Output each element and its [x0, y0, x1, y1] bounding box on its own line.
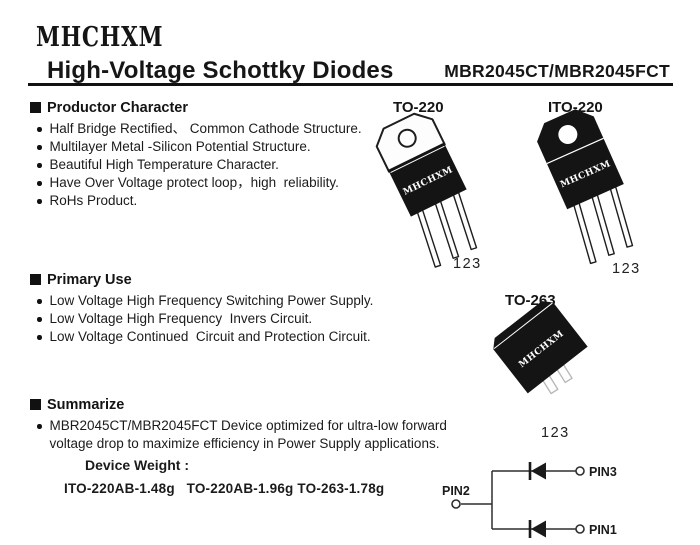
bullet-item: Have Over Voltage protect loop，high reli…: [30, 174, 460, 192]
bullet-item: RoHs Product.: [30, 192, 460, 210]
to263-body: [493, 302, 588, 394]
bullet-text: MBR2045CT/MBR2045FCT Device optimized fo…: [49, 418, 447, 433]
ito220-leads: [572, 183, 634, 265]
section-heading-label: Summarize: [47, 397, 125, 413]
section-heading: Productor Character: [30, 100, 460, 116]
bullet-icon: [37, 299, 42, 304]
bullet-text: Have Over Voltage protect loop，high reli…: [49, 175, 339, 190]
to263-package-image: MHCHXM: [493, 301, 588, 395]
section-heading: Primary Use: [30, 272, 460, 288]
to220-mounting-hole: [397, 128, 417, 148]
bullet-icon: [37, 163, 42, 168]
diode-symbol-bottom: [528, 520, 546, 538]
bullet-text: Multilayer Metal -Silicon Potential Stru…: [49, 139, 311, 154]
part-number: MBR2045CT/MBR2045FCT: [444, 61, 670, 81]
diode-symbol-top: [528, 462, 546, 480]
to220-body: [388, 142, 467, 217]
section-heading-label: Primary Use: [47, 272, 132, 288]
bullet-text: Beautiful High Temperature Character.: [49, 157, 279, 172]
bullet-icon: [37, 317, 42, 322]
pin1-terminal: [575, 524, 585, 534]
bullet-item: Low Voltage Continued Circuit and Protec…: [30, 328, 460, 346]
bullet-icon: [37, 145, 42, 150]
bullet-item: MBR2045CT/MBR2045FCT Device optimized fo…: [30, 417, 460, 435]
package-label-ito220: ITO-220: [548, 99, 603, 116]
section-marker-icon: [30, 274, 41, 285]
ito220-package-image: MHCHXM: [537, 109, 634, 265]
bullet-icon: [37, 424, 42, 429]
section-marker-icon: [30, 399, 41, 410]
bullet-text: Low Voltage Continued Circuit and Protec…: [49, 329, 371, 344]
ito220-pin-numbers: 123: [612, 261, 641, 277]
bullet-item-continued: voltage drop to maximize efficiency in P…: [30, 435, 460, 453]
pin3-label: PIN3: [589, 465, 617, 479]
bullet-text: voltage drop to maximize efficiency in P…: [49, 436, 440, 451]
pin1-label: PIN1: [589, 523, 617, 537]
section-summarize: Summarize MBR2045CT/MBR2045FCT Device op…: [30, 397, 460, 497]
device-weight-label: Device Weight :: [85, 457, 189, 473]
bullet-item: Low Voltage High Frequency Invers Circui…: [30, 310, 460, 328]
bullet-text: Low Voltage High Frequency Switching Pow…: [49, 293, 374, 308]
pin3-terminal: [575, 466, 585, 476]
section-productor-character: Productor Character Half Bridge Rectifie…: [30, 100, 460, 210]
bullet-icon: [37, 127, 42, 132]
bullet-item: Low Voltage High Frequency Switching Pow…: [30, 292, 460, 310]
section-primary-use: Primary Use Low Voltage High Frequency S…: [30, 272, 460, 346]
section-heading-label: Productor Character: [47, 100, 189, 116]
bullet-item: Multilayer Metal -Silicon Potential Stru…: [30, 138, 460, 156]
bullet-text: Half Bridge Rectified、 Common Cathode St…: [49, 121, 362, 136]
bullet-icon: [37, 199, 42, 204]
ito220-mounting-hole: [558, 124, 578, 144]
ito220-body: [537, 109, 624, 210]
bullet-item: Half Bridge Rectified、 Common Cathode St…: [30, 120, 460, 138]
to220-pin-numbers: 123: [453, 256, 482, 272]
brand-logo: MHCHXM: [36, 22, 164, 53]
bullet-icon: [37, 335, 42, 340]
bullet-item: Beautiful High Temperature Character.: [30, 156, 460, 174]
device-weight-values: ITO-220AB-1.48g TO-220AB-1.96g TO-263-1.…: [64, 481, 385, 496]
bullet-text: RoHs Product.: [49, 193, 138, 208]
pin2-label: PIN2: [442, 484, 470, 498]
page-title: High-Voltage Schottky Diodes: [47, 57, 394, 84]
section-heading: Summarize: [30, 397, 460, 413]
section-marker-icon: [30, 102, 41, 113]
to220-leads: [415, 189, 478, 268]
pin2-terminal: [451, 499, 461, 509]
to220-package-image: MHCHXM: [375, 112, 478, 268]
schematic-diagram: PIN3 PIN1 PIN2: [442, 462, 617, 538]
to263-pin-numbers: 123: [541, 425, 570, 441]
package-label-to220: TO-220: [393, 99, 444, 116]
bullet-icon: [37, 181, 42, 186]
bullet-text: Low Voltage High Frequency Invers Circui…: [49, 311, 313, 326]
header-rule: [28, 83, 673, 86]
